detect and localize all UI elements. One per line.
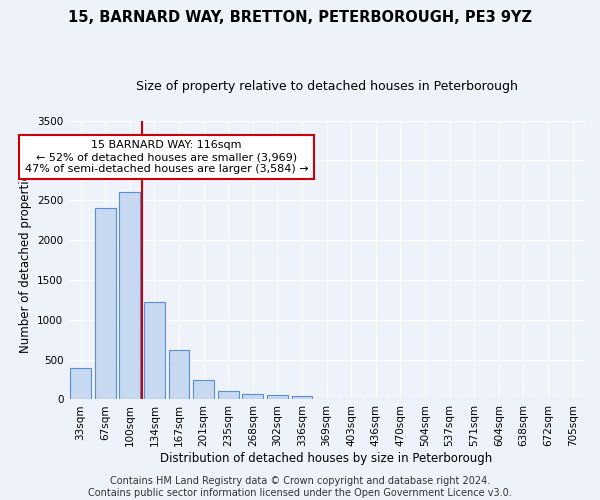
Bar: [242, 394, 263, 400]
X-axis label: Distribution of detached houses by size in Peterborough: Distribution of detached houses by size …: [160, 452, 493, 465]
Bar: [70, 368, 91, 400]
Bar: [144, 302, 165, 400]
Bar: [267, 395, 288, 400]
Text: 15 BARNARD WAY: 116sqm
← 52% of detached houses are smaller (3,969)
47% of semi-: 15 BARNARD WAY: 116sqm ← 52% of detached…: [25, 140, 308, 173]
Text: Contains HM Land Registry data © Crown copyright and database right 2024.
Contai: Contains HM Land Registry data © Crown c…: [88, 476, 512, 498]
Bar: [95, 208, 116, 400]
Title: Size of property relative to detached houses in Peterborough: Size of property relative to detached ho…: [136, 80, 518, 93]
Bar: [193, 380, 214, 400]
Bar: [218, 392, 239, 400]
Bar: [169, 350, 190, 400]
Text: 15, BARNARD WAY, BRETTON, PETERBOROUGH, PE3 9YZ: 15, BARNARD WAY, BRETTON, PETERBOROUGH, …: [68, 10, 532, 25]
Bar: [292, 396, 313, 400]
Y-axis label: Number of detached properties: Number of detached properties: [19, 167, 32, 353]
Bar: [119, 192, 140, 400]
